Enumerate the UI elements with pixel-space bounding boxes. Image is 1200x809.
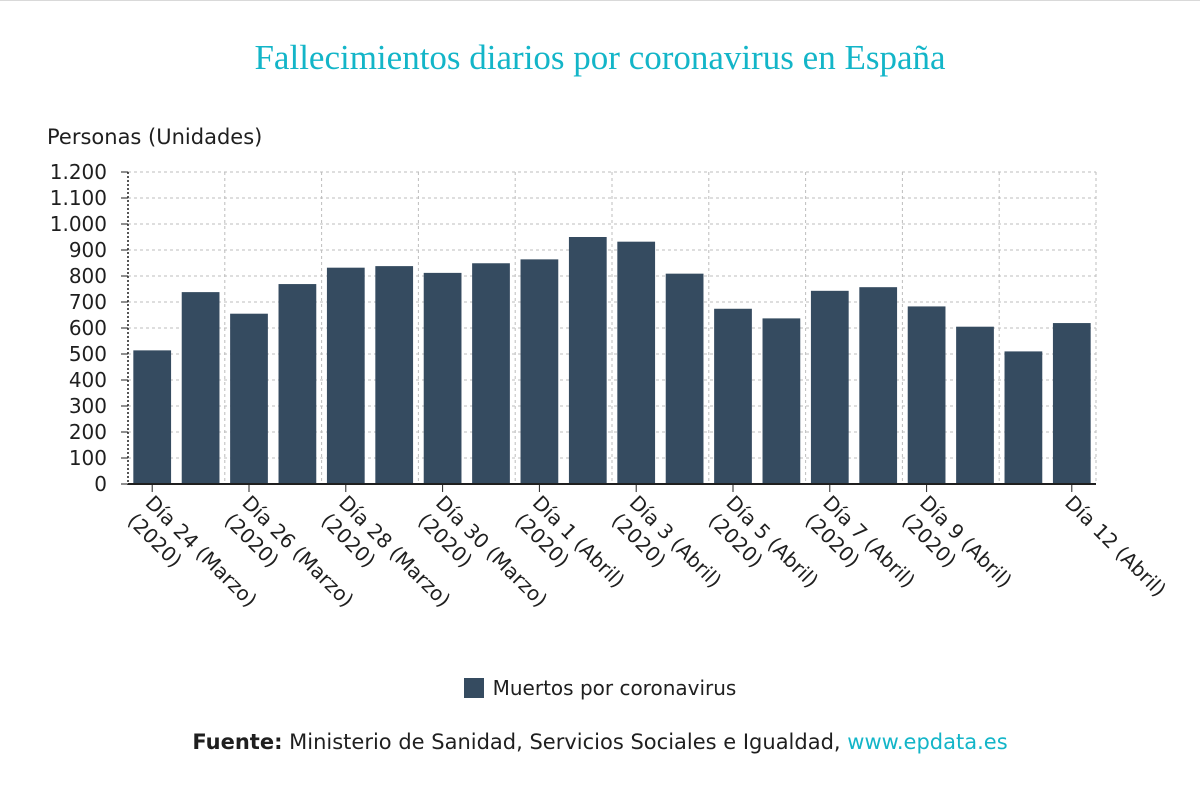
- legend-swatch: [463, 678, 484, 698]
- y-axis-title: Personas (Unidades): [47, 125, 262, 149]
- bar-7: [423, 272, 462, 484]
- source-link[interactable]: www.epdata.es: [847, 730, 1008, 754]
- source-label: Fuente:: [192, 730, 283, 754]
- x-tick-label: Día 7 (Abril)(2020): [801, 491, 920, 610]
- y-tick-label: 1.000: [50, 212, 107, 236]
- y-tick-label: 600: [69, 316, 107, 340]
- legend-label: Muertos por coronavirus: [492, 676, 737, 700]
- bar-14: [762, 318, 801, 484]
- bar-12: [665, 273, 704, 484]
- y-tick-label: 400: [69, 368, 107, 392]
- bar-3: [230, 313, 268, 484]
- y-tick-label: 300: [69, 394, 107, 418]
- bar-4: [278, 284, 317, 484]
- y-tick-label: 700: [69, 290, 107, 314]
- source-line: Fuente: Ministerio de Sanidad, Servicios…: [0, 730, 1200, 754]
- bar-5: [326, 267, 365, 484]
- bar-18: [956, 326, 994, 484]
- y-tick-label: 800: [69, 264, 107, 288]
- chart-title: Fallecimientos diarios por coronavirus e…: [254, 38, 946, 77]
- bar-15: [810, 290, 849, 484]
- source-text: Ministerio de Sanidad, Servicios Sociale…: [282, 730, 848, 754]
- bar-20: [1052, 323, 1091, 484]
- legend: Muertos por coronavirus: [0, 676, 1200, 700]
- bar-10: [568, 237, 607, 484]
- y-tick-label: 1.100: [50, 186, 107, 210]
- bar-9: [520, 259, 559, 484]
- bar-2: [181, 292, 220, 484]
- bar-19: [1004, 351, 1043, 484]
- y-tick-label: 500: [69, 342, 107, 366]
- x-tick-label: Día 3 (Abril)(2020): [607, 491, 726, 610]
- bar-11: [617, 241, 656, 484]
- y-tick-label: 0: [94, 472, 107, 496]
- bar-6: [375, 266, 414, 484]
- x-tick-label: Día 5 (Abril)(2020): [704, 491, 823, 610]
- y-tick-label: 1.200: [50, 160, 107, 184]
- bar-1: [133, 350, 172, 484]
- x-tick-label: Día 9 (Abril)(2020): [897, 491, 1016, 610]
- y-tick-label: 200: [69, 420, 107, 444]
- y-tick-label: 900: [69, 238, 107, 262]
- x-tick-label: Día 12 (Abril): [1060, 491, 1171, 602]
- bar-8: [472, 263, 510, 484]
- bar-17: [907, 306, 946, 484]
- top-border: [0, 0, 1200, 1]
- bar-13: [714, 308, 752, 484]
- bar-16: [859, 287, 898, 484]
- y-tick-label: 100: [69, 446, 107, 470]
